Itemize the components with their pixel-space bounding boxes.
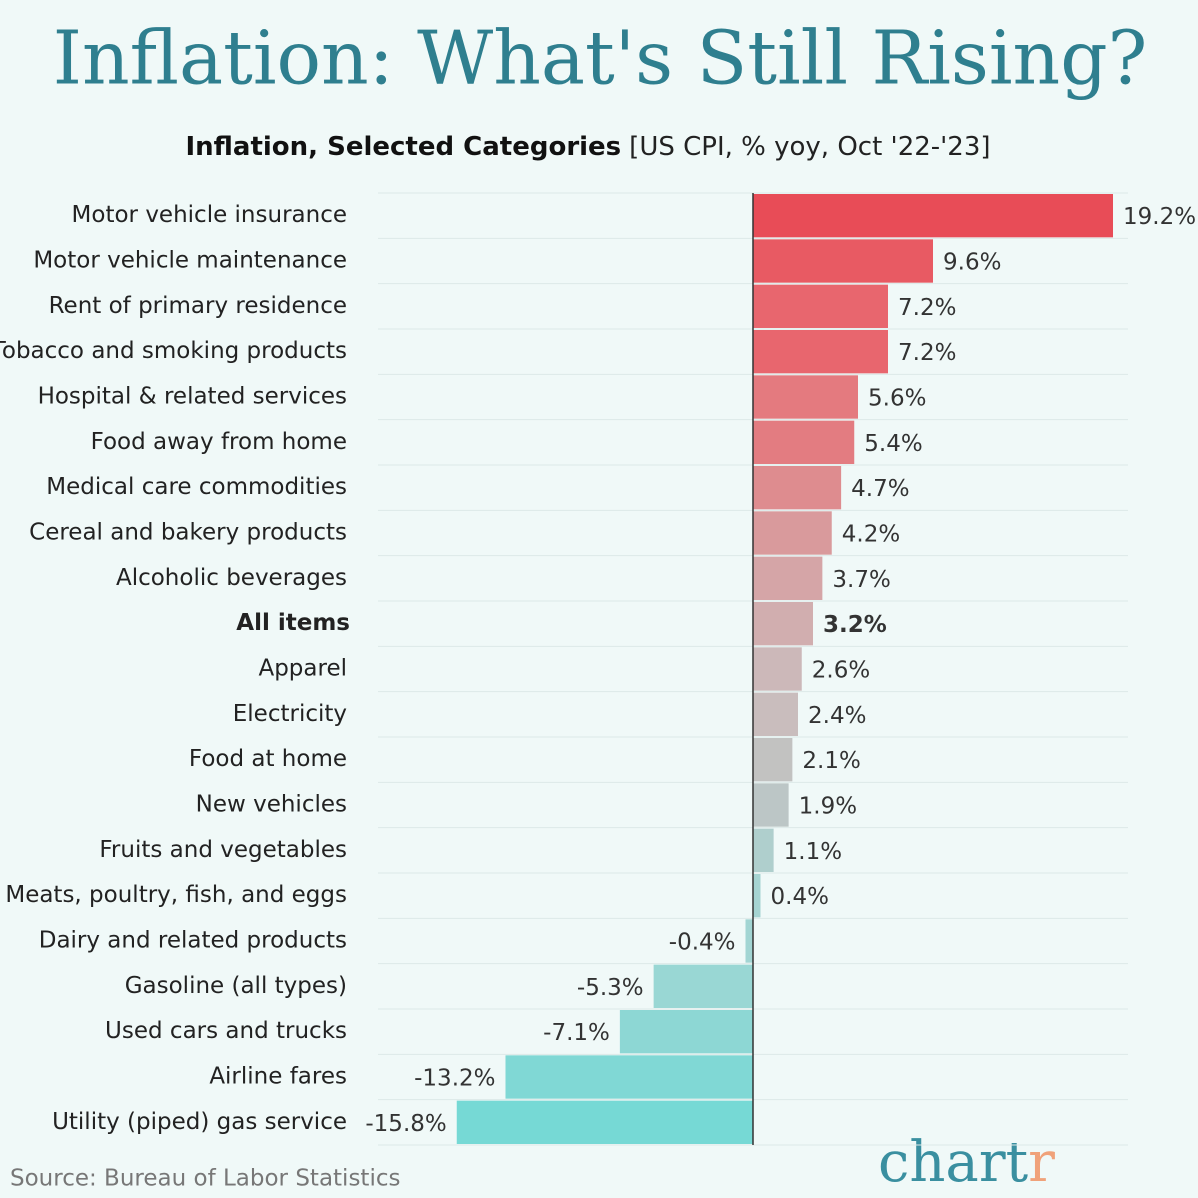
value-label: 3.7% <box>832 567 890 593</box>
value-label: 5.6% <box>868 386 926 412</box>
category-label: All items <box>236 610 350 636</box>
value-label: -0.4% <box>669 930 736 956</box>
value-label: 3.2% <box>823 612 887 638</box>
bar <box>619 1010 753 1054</box>
category-label: Alcoholic beverages <box>116 565 347 591</box>
category-label: New vehicles <box>196 792 347 818</box>
value-label: 2.1% <box>802 748 860 774</box>
source: Source: Bureau of Labor Statistics <box>10 1166 400 1192</box>
value-label: 1.9% <box>799 794 857 820</box>
value-label: 2.6% <box>812 658 870 684</box>
value-label: 4.2% <box>842 522 900 548</box>
category-label: Food away from home <box>91 429 347 455</box>
category-label: Fruits and vegetables <box>99 837 347 863</box>
bar <box>653 964 753 1008</box>
value-label: -13.2% <box>414 1066 495 1092</box>
bar <box>745 919 753 963</box>
bar <box>753 420 855 464</box>
category-label: Rent of primary residence <box>49 293 347 319</box>
value-label: 1.1% <box>784 839 842 865</box>
category-label: Apparel <box>258 656 347 682</box>
category-label: Airline fares <box>209 1064 347 1090</box>
value-label: 2.4% <box>808 703 866 729</box>
bar <box>753 511 832 555</box>
bar <box>753 783 789 827</box>
value-label: -7.1% <box>543 1020 610 1046</box>
category-label: Food at home <box>189 746 347 772</box>
category-label: Electricity <box>233 701 347 727</box>
value-label: 9.6% <box>943 250 1001 276</box>
value-label: -15.8% <box>365 1111 446 1137</box>
category-label: Utility (piped) gas service <box>52 1109 347 1135</box>
bar <box>753 284 888 328</box>
bar <box>753 738 793 782</box>
bar <box>456 1100 753 1144</box>
chart-subtitle: Inflation, Selected Categories [US CPI, %… <box>185 132 990 162</box>
bar <box>753 602 813 646</box>
category-label: Tobacco and smoking products <box>0 338 347 364</box>
bar <box>753 466 842 510</box>
category-label: Gasoline (all types) <box>125 973 347 999</box>
category-label: Medical care commodities <box>46 474 347 500</box>
value-label: 0.4% <box>771 884 829 910</box>
subtitle: [US CPI, % yoy, Oct '22-'23] <box>629 132 990 162</box>
value-label: 7.2% <box>898 340 956 366</box>
brand: chartr <box>878 1130 1055 1195</box>
bar <box>753 194 1113 238</box>
category-label: Dairy and related products <box>39 928 347 954</box>
category-label: Meats, poultry, fish, and eggs <box>5 882 347 908</box>
category-label: Motor vehicle maintenance <box>33 248 347 274</box>
brand-main: chart <box>878 1130 1029 1195</box>
value-label: 5.4% <box>864 431 922 457</box>
value-label: 19.2% <box>1123 204 1196 230</box>
category-label: Hospital & related services <box>38 384 347 410</box>
subtitle-bold: Inflation, Selected Categories <box>185 132 621 162</box>
bar <box>753 375 858 419</box>
category-label: Cereal and bakery products <box>29 520 347 546</box>
value-label: -5.3% <box>577 975 644 1001</box>
bar <box>753 874 761 918</box>
bar <box>753 692 798 736</box>
bar <box>753 239 933 283</box>
chart-title: Inflation: What's Still Rising? <box>53 15 1148 101</box>
category-label: Motor vehicle insurance <box>72 202 347 228</box>
value-label: 4.7% <box>851 476 909 502</box>
value-label: 7.2% <box>898 295 956 321</box>
bar <box>505 1055 753 1099</box>
brand-accent: r <box>1028 1130 1055 1195</box>
category-label: Used cars and trucks <box>105 1018 347 1044</box>
bar <box>753 330 888 374</box>
bar <box>753 647 802 691</box>
bar <box>753 556 823 600</box>
bar <box>753 828 774 872</box>
